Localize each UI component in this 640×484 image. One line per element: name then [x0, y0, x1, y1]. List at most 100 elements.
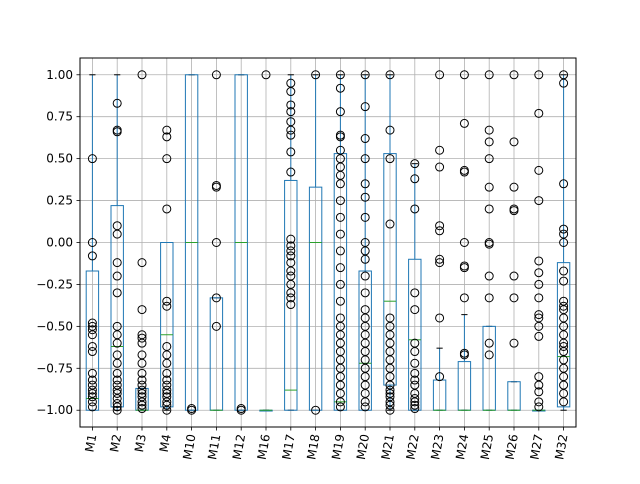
flier-point — [286, 87, 296, 97]
flier-point — [87, 392, 97, 402]
flier-point — [211, 238, 221, 247]
flier-point — [534, 321, 544, 331]
x-tick-label: M24 — [453, 433, 471, 461]
flier-point — [360, 179, 370, 189]
flier-point — [435, 145, 445, 155]
flier-point — [261, 70, 271, 80]
y-tick-label: 0.50 — [46, 152, 73, 166]
flier-point — [534, 397, 544, 407]
flier-point — [385, 219, 395, 229]
box-body — [556, 262, 571, 408]
flier-point — [410, 174, 420, 184]
flier-point — [286, 100, 296, 110]
flier-point — [211, 70, 221, 80]
flier-point — [385, 154, 395, 164]
flier-point — [335, 402, 345, 412]
box-body — [408, 258, 422, 411]
flier-point — [534, 310, 544, 320]
flier-point — [137, 368, 147, 378]
flier-point — [335, 83, 345, 93]
flier-point — [559, 341, 569, 351]
flier-point — [162, 296, 172, 306]
flier-point — [559, 179, 569, 189]
flier-point — [484, 137, 494, 147]
flier-point — [87, 318, 97, 328]
flier-point — [162, 368, 172, 378]
flier-point — [286, 246, 296, 256]
flier-point — [534, 402, 544, 412]
flier-point — [286, 241, 296, 251]
x-tick-label: M27 — [528, 433, 546, 461]
flier-point — [87, 238, 97, 247]
flier-point — [534, 108, 544, 118]
flier-point — [112, 288, 122, 298]
flier-point — [211, 182, 221, 192]
flier-point — [435, 70, 445, 80]
box-M17 — [284, 74, 298, 411]
flier-point — [112, 405, 122, 415]
flier-point — [435, 162, 445, 172]
box-M32 — [556, 74, 571, 411]
flier-point — [484, 271, 494, 281]
flier-point — [459, 118, 469, 128]
flier-point — [410, 397, 420, 407]
box-M12 — [234, 74, 248, 411]
x-tick-label: M26 — [503, 433, 521, 461]
box-body — [85, 270, 100, 411]
flier-point — [360, 192, 370, 202]
box-M26 — [507, 381, 521, 411]
x-tick-label: M20 — [354, 433, 372, 461]
flier-point — [162, 204, 172, 214]
x-tick-label: M21 — [379, 433, 397, 461]
flier-point — [162, 375, 172, 385]
flier-point — [435, 258, 445, 268]
flier-point — [534, 165, 544, 175]
flier-point — [335, 279, 345, 289]
flier-point — [534, 256, 544, 266]
x-tick-label: M1 — [82, 433, 99, 453]
flier-point — [459, 293, 469, 303]
flier-point — [534, 293, 544, 303]
x-tick-label: M22 — [404, 433, 422, 461]
x-tick-label: M16 — [255, 433, 273, 461]
box-M2 — [110, 74, 124, 411]
flier-point — [559, 276, 569, 286]
x-tick-label: M18 — [304, 433, 322, 461]
flier-point — [162, 385, 172, 395]
flier-point — [410, 400, 420, 410]
flier-point — [484, 70, 494, 80]
box-M16 — [259, 409, 273, 412]
x-tick-label: M12 — [230, 433, 248, 461]
flier-point — [137, 338, 147, 348]
flier-point — [360, 288, 370, 298]
flier-point — [559, 266, 569, 276]
flier-point — [385, 400, 395, 410]
flier-point — [162, 132, 172, 142]
y-tick-label: 0.75 — [46, 110, 73, 124]
flier-point — [360, 154, 370, 164]
flier-point — [360, 212, 370, 222]
flier-point — [534, 380, 544, 390]
flier-point — [410, 347, 420, 357]
box-M24 — [457, 314, 472, 411]
flier-point — [286, 266, 296, 276]
x-tick-label: M17 — [280, 433, 298, 461]
flier-point — [112, 388, 122, 398]
box-M22 — [408, 163, 422, 411]
flier-point — [509, 338, 519, 348]
flier-point — [534, 331, 544, 341]
box-M10 — [184, 74, 199, 411]
flier-point — [534, 279, 544, 289]
flier-point — [410, 375, 420, 385]
flier-point — [484, 154, 494, 164]
x-tick-label: M32 — [552, 433, 570, 461]
flier-point — [87, 154, 97, 164]
flier-point — [410, 305, 420, 315]
flier-point — [484, 338, 494, 348]
flier-point — [459, 263, 469, 273]
flier-layer — [87, 70, 569, 415]
flier-point — [286, 288, 296, 298]
flier-point — [87, 385, 97, 395]
flier-point — [87, 325, 97, 335]
